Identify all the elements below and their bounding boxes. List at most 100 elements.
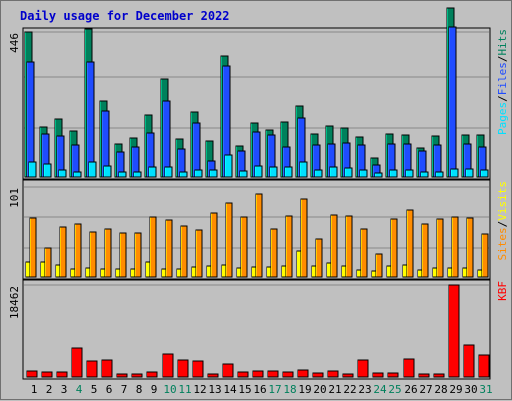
- bar-kb-day-11-fill: [177, 359, 189, 378]
- x-tick-day-6: 6: [106, 383, 113, 396]
- x-tick-day-19: 19: [298, 383, 311, 396]
- bar-pages-day-24-fill: [374, 172, 383, 178]
- panel-3-ymax-label: 18462: [8, 286, 21, 319]
- bar-pages-day-12: [194, 169, 203, 178]
- bar-pages-day-7-fill: [118, 171, 127, 178]
- bar-pages-day-14-fill: [224, 154, 233, 178]
- bar-sites-day-30: [466, 217, 474, 278]
- x-tick-day-30: 30: [464, 383, 477, 396]
- bar-pages-day-25: [389, 169, 398, 178]
- bar-kb-day-12-fill: [192, 360, 204, 378]
- x-tick-day-23: 23: [358, 383, 371, 396]
- panel-3-legend: KBF: [496, 281, 509, 301]
- bar-pages-day-27: [420, 171, 429, 178]
- bar-kb-day-10: [162, 353, 174, 378]
- bar-kb-day-31-fill: [478, 354, 490, 378]
- bar-pages-day-15: [239, 170, 248, 178]
- bar-pages-day-19-fill: [299, 161, 308, 178]
- panel-1-legend-part-2: /: [496, 95, 509, 102]
- bar-sites-day-16: [255, 193, 263, 278]
- bar-kb-day-25: [387, 372, 399, 378]
- bar-kb-day-13: [207, 373, 219, 378]
- bar-files-day-10: [162, 100, 171, 178]
- bar-kb-day-3: [56, 371, 68, 378]
- bar-kb-day-30-fill: [463, 344, 475, 378]
- bar-pages-day-27-fill: [420, 171, 429, 178]
- bar-pages-day-10-fill: [164, 166, 173, 178]
- bar-kb-day-10-fill: [162, 353, 174, 378]
- bar-sites-day-12: [195, 229, 203, 278]
- bar-files-day-5: [86, 61, 95, 178]
- bar-kb-day-20-fill: [312, 372, 324, 378]
- bar-pages-day-6: [103, 165, 112, 178]
- bar-pages-day-23-fill: [359, 169, 368, 178]
- bar-sites-day-5: [89, 231, 97, 278]
- panel-2-ymax-label: 101: [8, 188, 21, 208]
- bar-kb-day-4-fill: [71, 347, 83, 378]
- bar-pages-day-4: [73, 171, 82, 178]
- bar-sites-day-4: [74, 223, 82, 278]
- x-tick-day-15: 15: [238, 383, 251, 396]
- bar-pages-day-20: [314, 169, 323, 178]
- bar-files-day-5-fill: [86, 61, 95, 178]
- bar-kb-day-29: [448, 284, 460, 378]
- bar-sites-day-25: [390, 218, 398, 278]
- bar-pages-day-29-fill: [450, 168, 459, 178]
- x-tick-day-10: 10: [163, 383, 176, 396]
- bar-pages-day-16: [254, 165, 263, 178]
- bar-pages-day-29: [450, 168, 459, 178]
- bar-pages-day-3-fill: [58, 169, 67, 178]
- x-tick-day-1: 1: [31, 383, 38, 396]
- bar-kb-day-7: [116, 373, 128, 378]
- x-tick-day-21: 21: [328, 383, 341, 396]
- bar-pages-day-23: [359, 169, 368, 178]
- bar-kb-day-13-fill: [207, 373, 219, 378]
- bar-pages-day-2: [43, 163, 52, 178]
- bar-kb-day-23: [357, 359, 369, 378]
- bar-kb-day-19-fill: [297, 369, 309, 378]
- bar-files-day-12-fill: [192, 122, 201, 178]
- bar-kb-day-25-fill: [387, 372, 399, 378]
- bar-kb-day-9: [146, 371, 158, 378]
- bar-sites-day-6: [104, 228, 112, 278]
- bar-pages-day-11: [179, 171, 188, 178]
- chart-title: Daily usage for December 2022: [20, 9, 230, 23]
- x-tick-day-2: 2: [46, 383, 53, 396]
- bar-pages-day-22-fill: [344, 167, 353, 178]
- bar-pages-day-17: [269, 166, 278, 178]
- bar-pages-day-6-fill: [103, 165, 112, 178]
- x-tick-day-5: 5: [91, 383, 98, 396]
- bar-sites-day-28: [436, 218, 444, 278]
- bar-kb-day-2: [41, 371, 53, 378]
- bar-kb-day-8: [131, 373, 143, 378]
- bar-sites-day-22: [345, 215, 353, 278]
- panel-1-legend-part-3: Files: [496, 62, 509, 95]
- panel-1-legend-part-4: /: [496, 56, 509, 63]
- bar-pages-day-9: [148, 166, 157, 178]
- x-tick-day-24: 24: [373, 383, 387, 396]
- bar-kb-day-21: [327, 370, 339, 378]
- bar-kb-day-1: [26, 370, 38, 378]
- bar-pages-day-2-fill: [43, 163, 52, 178]
- bar-pages-day-8: [133, 171, 142, 178]
- bar-sites-day-7: [119, 232, 127, 278]
- bar-pages-day-31: [480, 169, 489, 178]
- bar-pages-day-1: [28, 161, 37, 178]
- panel-1-legend-part-5: Hits: [496, 29, 509, 56]
- bar-pages-day-10: [164, 166, 173, 178]
- bar-sites-day-17: [270, 228, 278, 278]
- bar-kb-day-24-fill: [372, 372, 384, 378]
- bar-sites-day-3: [59, 226, 67, 278]
- panel-3-legend-part-1: KB: [496, 287, 509, 301]
- bar-pages-day-4-fill: [73, 171, 82, 178]
- panel-1-legend-part-1: Pages: [496, 102, 509, 135]
- panel-2-legend-part-1: Sites: [496, 227, 509, 260]
- bar-kb-day-18-fill: [282, 371, 294, 378]
- bar-pages-day-28: [435, 171, 444, 178]
- bar-sites-day-18: [285, 215, 293, 278]
- bar-sites-day-9: [149, 216, 157, 278]
- bar-kb-day-9-fill: [146, 371, 158, 378]
- panel-2-legend-part-2: /: [496, 221, 509, 228]
- bar-kb-day-4: [71, 347, 83, 378]
- x-tick-day-22: 22: [343, 383, 356, 396]
